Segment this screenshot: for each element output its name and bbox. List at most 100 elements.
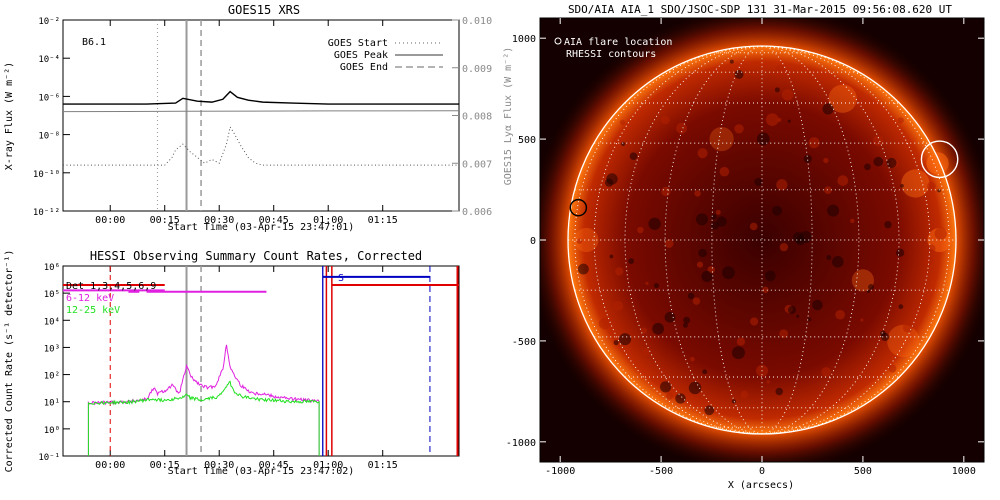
hessi-xlabel: Start Time (03-Apr-15 23:47:02)	[168, 466, 355, 477]
goes-x-ticks: 00:00 00:15 00:30 00:45 01:00 01:15	[95, 20, 398, 226]
disk-texture-patch	[696, 261, 704, 268]
hessi-x-ticks: 00:00 00:15 00:30 00:45 01:00 01:15	[95, 266, 398, 471]
disk-texture-patch	[832, 256, 844, 268]
hessi-x-tick-label: 00:45	[259, 460, 289, 471]
disk-texture-patch	[577, 263, 589, 275]
goes-y-tick-label: 10⁻⁸	[38, 132, 60, 142]
disk-texture-patch	[898, 304, 904, 310]
disk-texture-patch	[715, 209, 721, 215]
goes-y2-tick-label: 0.006	[462, 207, 492, 218]
disk-texture-patch	[762, 286, 769, 294]
aia-x-tick-label: 1000	[952, 466, 976, 477]
hessi-title: HESSI Observing Summary Count Rates, Cor…	[90, 249, 422, 263]
hessi-flag-s: S	[338, 273, 344, 284]
aia-legend-rhessi: RHESSI contours	[566, 49, 656, 60]
goes-flare-class: B6.1	[82, 37, 106, 48]
longitude-line	[593, 45, 763, 435]
aia-y-tick-label: 1000	[512, 34, 536, 45]
hessi-series-line	[87, 380, 320, 457]
goes-y-tick-label: 10⁻¹²	[33, 208, 60, 218]
disk-texture-patch	[927, 244, 936, 253]
disk-texture-patch	[606, 165, 614, 172]
active-region	[574, 227, 599, 253]
aia-legend-flare: AIA flare location	[564, 37, 672, 48]
hessi-x-tick-label: 01:15	[368, 460, 398, 471]
disk-texture-patch	[621, 141, 626, 146]
longitude-line	[761, 45, 900, 435]
hessi-legend-label: 12-25 keV	[66, 305, 120, 316]
disk-texture-patch	[812, 299, 823, 311]
goes-y-ticks: 10⁻² 10⁻⁴ 10⁻⁶ 10⁻⁸ 10⁻¹⁰ 10⁻¹²	[33, 17, 70, 218]
hessi-y-tick-label: 10⁰	[44, 426, 60, 436]
sun-disk-features	[574, 59, 952, 416]
hessi-y-tick-label: 10³	[44, 344, 60, 354]
aia-y-tick-label: -500	[512, 337, 536, 348]
aia-panel: SDO/AIA AIA_1 SDO/JSOC-SDP 131 31-Mar-20…	[506, 3, 985, 491]
disk-texture-patch	[821, 367, 832, 377]
disk-texture-patch	[756, 132, 770, 146]
hessi-x-tick-label: 00:30	[204, 460, 234, 471]
hessi-y-tick-label: 10⁴	[44, 317, 60, 327]
disk-texture-patch	[642, 348, 650, 356]
goes-x-tick-label: 00:15	[150, 215, 180, 226]
goes-title: GOES15 XRS	[228, 3, 300, 17]
disk-texture-patch	[665, 392, 674, 400]
disk-texture-patch	[837, 175, 849, 186]
hessi-legend-label: Det 1,3,4,5,6,9	[66, 281, 156, 292]
goes-ylabel: X-ray Flux (W m⁻²)	[4, 62, 15, 170]
disk-texture-patch	[619, 119, 626, 125]
aia-y-tick-label: 0	[530, 236, 536, 247]
disk-texture-patch	[664, 311, 676, 323]
disk-texture-patch	[754, 177, 763, 187]
goes-series-line	[63, 90, 459, 105]
disk-texture-patch	[687, 292, 695, 300]
hessi-ylabel: Corrected Count Rate (s⁻¹ detector⁻¹)	[4, 250, 15, 473]
goes-x-tick-label: 00:30	[204, 215, 234, 226]
disk-texture-patch	[884, 220, 892, 229]
disk-texture-patch	[765, 113, 779, 126]
disk-texture-patch	[615, 267, 624, 276]
hessi-x-tick-label: 00:00	[95, 460, 125, 471]
aia-x-tick-label: 500	[854, 466, 872, 477]
disk-texture-patch	[868, 284, 874, 290]
disk-texture-patch	[629, 152, 638, 160]
disk-texture-patch	[765, 270, 776, 282]
disk-texture-patch	[704, 405, 715, 416]
disk-texture-patch	[604, 178, 614, 187]
disk-texture-patch	[749, 222, 758, 231]
disk-texture-patch	[692, 297, 701, 305]
disk-texture-patch	[864, 163, 871, 171]
disk-texture-patch	[595, 203, 600, 208]
disk-texture-patch	[701, 270, 713, 283]
disk-texture-patch	[695, 213, 708, 226]
hessi-y-tick-label: 10⁻¹	[38, 453, 60, 463]
disk-texture-patch	[729, 59, 734, 64]
disk-texture-patch	[736, 337, 746, 346]
disk-texture-patch	[661, 186, 671, 197]
goes-legend-label: GOES End	[340, 62, 388, 73]
goes-event-lines	[156, 20, 202, 211]
disk-texture-patch	[690, 356, 695, 362]
active-region	[926, 152, 949, 175]
longitude-line	[761, 45, 931, 435]
longitude-line	[761, 45, 813, 435]
disk-texture-patch	[618, 333, 632, 346]
aia-y-ticks: 1000 500 0 -500 -1000	[506, 34, 984, 449]
legend-flare-circle-icon	[554, 37, 562, 45]
disk-texture-patch	[702, 369, 708, 375]
disk-texture-patch	[731, 399, 737, 404]
flare-markers	[569, 140, 959, 217]
longitude-line	[624, 45, 763, 435]
disk-texture-patch	[807, 317, 812, 322]
aia-y-tick-label: -1000	[506, 438, 536, 449]
disk-texture-patch	[731, 346, 745, 360]
goes-y2-tick-label: 0.008	[462, 112, 492, 123]
goes-x-tick-label: 01:15	[368, 215, 398, 226]
disk-texture-patch	[613, 340, 619, 346]
disk-texture-patch	[716, 216, 727, 227]
disk-texture-patch	[803, 154, 812, 163]
disk-texture-patch	[683, 316, 691, 324]
flare-location-circle	[920, 140, 959, 179]
goes-y2-tick-label: 0.009	[462, 64, 492, 75]
